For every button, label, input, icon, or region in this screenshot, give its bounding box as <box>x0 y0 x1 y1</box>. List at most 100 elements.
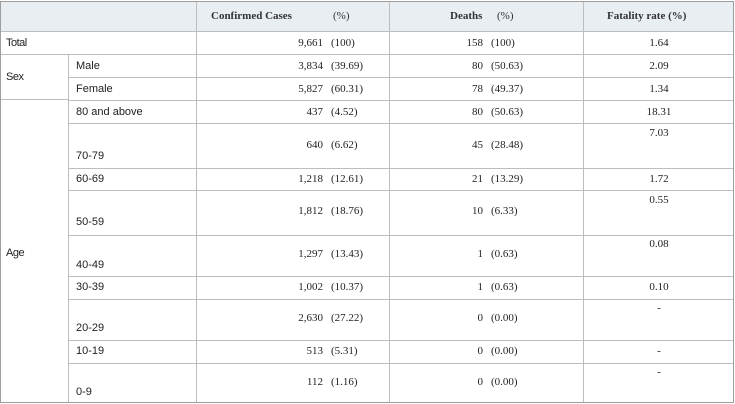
header-fatality-label: Fatality rate (%) <box>607 10 687 22</box>
row-label-cell: 50-59 <box>68 191 196 235</box>
row-label-cell: 20-29 <box>68 300 196 340</box>
rate-cell: 0.10 <box>583 277 734 299</box>
row-label: 70-79 <box>76 150 105 162</box>
deaths-cell: 158 (100) <box>389 32 583 54</box>
cases-value: 9,661 <box>298 37 323 49</box>
header-group-cell <box>0 1 196 31</box>
cases-percent: (18.76) <box>331 205 364 217</box>
table-row: 0-9 112 (1.16) 0 (0.00) - <box>68 364 734 403</box>
cases-percent: (27.22) <box>331 312 364 324</box>
deaths-percent: (50.63) <box>491 60 524 72</box>
deaths-value: 78 <box>472 83 483 95</box>
row-label: 50-59 <box>76 216 105 228</box>
deaths-percent: (0.00) <box>491 376 518 388</box>
deaths-value: 1 <box>477 248 484 260</box>
row-label: 30-39 <box>76 281 105 293</box>
row-label: Female <box>76 83 113 95</box>
row-label: 0-9 <box>76 386 92 398</box>
cases-cell: 1,218 (12.61) <box>196 169 389 190</box>
rate-value: 1.34 <box>649 83 669 95</box>
deaths-value: 0 <box>477 376 484 388</box>
row-label-cell: 80 and above <box>68 101 196 123</box>
row-label: 40-49 <box>76 259 105 271</box>
cases-cell: 640 (6.62) <box>196 124 389 168</box>
deaths-percent: (13.29) <box>491 173 524 185</box>
deaths-value: 158 <box>466 37 484 49</box>
table-row: 30-39 1,002 (10.37) 1 (0.63) 0.10 <box>68 277 734 300</box>
rate-cell: - <box>583 300 734 340</box>
deaths-value: 1 <box>477 281 484 293</box>
table-row: 60-69 1,218 (12.61) 21 (13.29) 1.72 <box>68 169 734 191</box>
row-label: Male <box>76 60 100 72</box>
rate-cell: 1.72 <box>583 169 734 190</box>
cases-cell: 2,630 (27.22) <box>196 300 389 340</box>
cases-cell: 437 (4.52) <box>196 101 389 123</box>
deaths-value: 45 <box>472 139 483 151</box>
deaths-cell: 80 (50.63) <box>389 101 583 123</box>
header-deaths: Deaths (%) <box>389 1 583 31</box>
cases-value: 5,827 <box>298 83 323 95</box>
deaths-percent: (0.00) <box>491 312 518 324</box>
deaths-cell: 21 (13.29) <box>389 169 583 190</box>
header-confirmed-unit: (%) <box>333 10 350 22</box>
rate-cell: 18.31 <box>583 101 734 123</box>
rate-cell: 0.55 <box>583 191 734 235</box>
table-row: 10-19 513 (5.31) 0 (0.00) - <box>68 341 734 364</box>
cases-percent: (100) <box>331 37 355 49</box>
row-label: 60-69 <box>76 173 105 185</box>
rate-cell: 1.64 <box>583 32 734 54</box>
group-sex-cell: Sex <box>0 55 68 100</box>
table-row: 50-59 1,812 (18.76) 10 (6.33) 0.55 <box>68 191 734 236</box>
rate-cell: 0.08 <box>583 236 734 276</box>
deaths-value: 10 <box>472 205 483 217</box>
rate-value: - <box>657 302 661 314</box>
cases-cell: 1,297 (13.43) <box>196 236 389 276</box>
cases-cell: 9,661 (100) <box>196 32 389 54</box>
rate-value: 7.03 <box>649 127 669 139</box>
deaths-percent: (100) <box>491 37 515 49</box>
row-label-cell: Male <box>68 55 196 77</box>
table-header-row: Confirmed Cases (%) Deaths (%) Fatality … <box>0 1 734 32</box>
row-label-cell: 0-9 <box>68 364 196 403</box>
rate-cell: 7.03 <box>583 124 734 168</box>
deaths-percent: (6.33) <box>491 205 518 217</box>
group-age-cell: Age <box>0 101 68 403</box>
cases-value: 112 <box>306 376 323 388</box>
table-row: Female 5,827 (60.31) 78 (49.37) 1.34 <box>68 78 734 101</box>
rate-cell: - <box>583 364 734 403</box>
deaths-value: 21 <box>472 173 483 185</box>
deaths-percent: (0.63) <box>491 281 518 293</box>
group-total: Total <box>6 37 27 49</box>
table-row: 40-49 1,297 (13.43) 1 (0.63) 0.08 <box>68 236 734 277</box>
deaths-percent: (0.00) <box>491 345 518 357</box>
deaths-cell: 10 (6.33) <box>389 191 583 235</box>
deaths-cell: 0 (0.00) <box>389 364 583 403</box>
rate-value: 0.55 <box>649 194 669 206</box>
cases-value: 1,812 <box>298 205 323 217</box>
rate-value: 0.10 <box>649 281 669 293</box>
cases-percent: (39.69) <box>331 60 364 72</box>
rate-value: 1.64 <box>649 37 669 49</box>
cases-value: 640 <box>306 139 324 151</box>
cases-percent: (4.52) <box>331 106 358 118</box>
cases-cell: 5,827 (60.31) <box>196 78 389 100</box>
cases-percent: (1.16) <box>331 376 358 388</box>
cases-percent: (10.37) <box>331 281 364 293</box>
rate-cell: 1.34 <box>583 78 734 100</box>
deaths-cell: 78 (49.37) <box>389 78 583 100</box>
cases-cell: 513 (5.31) <box>196 341 389 363</box>
row-label: 20-29 <box>76 322 105 334</box>
cases-percent: (5.31) <box>331 345 358 357</box>
cases-value: 1,297 <box>298 248 323 260</box>
total-label-cell: Total <box>0 32 196 54</box>
table-row: Total 9,661 (100) 158 (100) 1.64 <box>0 32 734 55</box>
cases-value: 513 <box>306 345 324 357</box>
table-row: 80 and above 437 (4.52) 80 (50.63) 18.31 <box>68 101 734 124</box>
cases-value: 2,630 <box>298 312 323 324</box>
cases-percent: (6.62) <box>331 139 358 151</box>
group-sex: Sex <box>6 71 24 83</box>
cases-value: 3,834 <box>298 60 323 72</box>
rate-value: 0.08 <box>649 238 669 250</box>
cases-percent: (13.43) <box>331 248 364 260</box>
